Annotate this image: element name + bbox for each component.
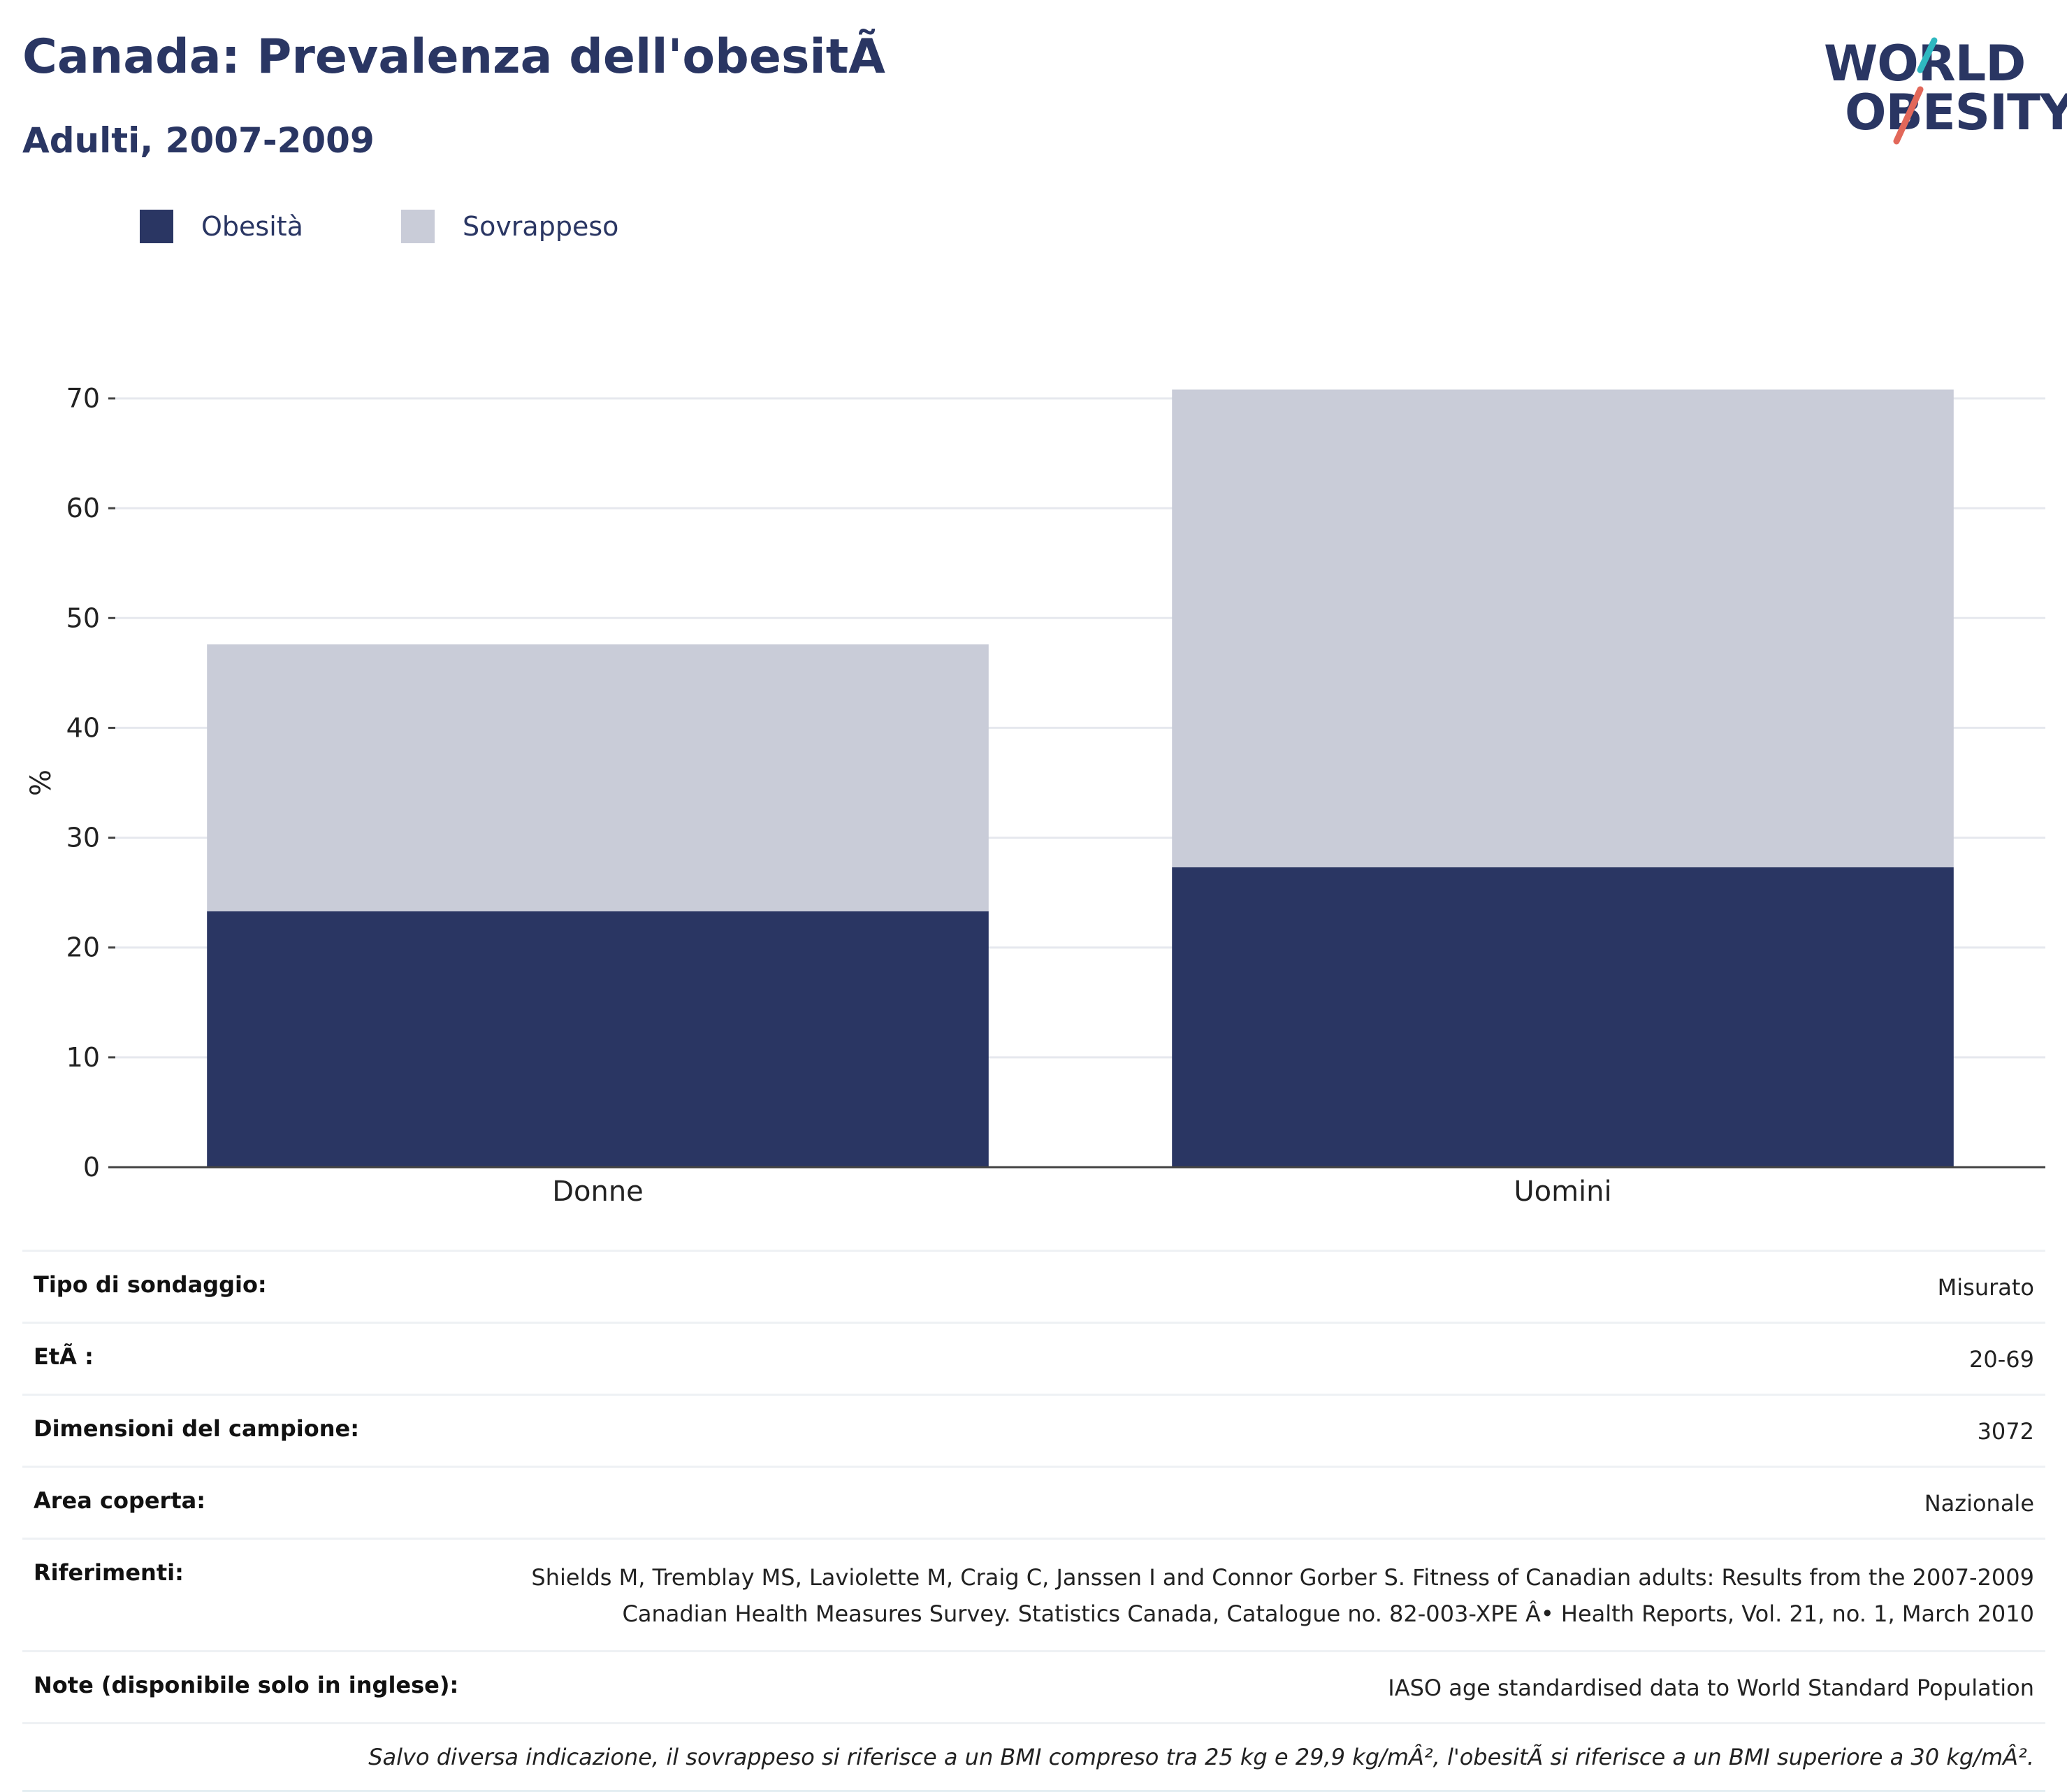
meta-label: Tipo di sondaggio: [34,1271,267,1298]
reference-line-1: Shields M, Tremblay MS, Laviolette M, Cr… [531,1564,2034,1591]
meta-value: IASO age standardised data to World Stan… [1388,1675,2034,1701]
y-tick-label: 50 [66,602,100,633]
bar-overweight-uomini [1172,389,1954,867]
legend-label-overweight: Sovrappeso [462,211,619,242]
meta-label: EtÃ : [34,1343,94,1370]
legend-item-obesity[interactable]: Obesità [140,210,303,243]
stacked-bar-chart: 0 10 20 30 40 50 60 70% Donne Uomini [25,383,2045,1208]
y-tick-label: 70 [66,383,100,414]
y-tick-label: 0 [83,1152,100,1183]
legend-swatch-obesity [140,210,173,243]
reference-line-2: Canadian Health Measures Survey. Statist… [622,1600,2035,1627]
world-obesity-logo: WORLD OBESITY [1817,21,2067,147]
meta-label: Area coperta: [34,1487,206,1514]
y-tick-label: 20 [66,932,100,963]
meta-row-area: Area coperta: Nazionale [22,1466,2045,1538]
y-axis-label: % [25,769,57,796]
meta-value: 3072 [1977,1418,2034,1445]
meta-row-survey-type: Tipo di sondaggio: Misurato [22,1250,2045,1322]
meta-value: Misurato [1937,1274,2034,1301]
chart-title: Canada: Prevalenza dell'obesitÃ [22,29,885,85]
meta-row-sample-size: Dimensioni del campione: 3072 [22,1394,2045,1466]
y-tick-label: 60 [66,493,100,523]
meta-label: Riferimenti: [34,1559,184,1586]
legend-swatch-overweight [400,210,435,243]
meta-value: Shields M, Tremblay MS, Laviolette M, Cr… [531,1559,2034,1632]
meta-row-notes: Note (disponibile solo in inglese): IASO… [22,1650,2045,1722]
bar-obesity-uomini [1172,867,1954,1167]
metadata-table: Tipo di sondaggio: Misurato EtÃ : 20-69 … [22,1250,2045,1792]
logo-slash-icon [1893,37,1938,145]
bar-overweight-donne [207,644,989,911]
y-tick-label: 30 [66,823,100,853]
legend-item-overweight[interactable]: Sovrappeso [400,210,619,243]
x-tick-label: Uomini [1514,1176,1611,1208]
y-tick-label: 40 [66,712,100,743]
x-tick-label: Donne [552,1176,644,1208]
meta-value: Nazionale [1924,1490,2034,1517]
chart-subtitle: Adulti, 2007-2009 [22,120,375,161]
legend: Obesità Sovrappeso [140,207,716,246]
legend-label-obesity: Obesità [201,211,303,242]
footnote: Salvo diversa indicazione, il sovrappeso… [22,1722,2045,1792]
meta-row-references: Riferimenti: Shields M, Tremblay MS, Lav… [22,1538,2045,1650]
bar-obesity-donne [207,911,989,1167]
meta-value: 20-69 [1969,1346,2034,1373]
meta-label: Note (disponibile solo in inglese): [34,1672,459,1698]
meta-row-age: EtÃ : 20-69 [22,1322,2045,1394]
y-tick-label: 10 [66,1042,100,1073]
logo-line2: OBESITY [1845,84,2067,141]
meta-label: Dimensioni del campione: [34,1415,360,1442]
